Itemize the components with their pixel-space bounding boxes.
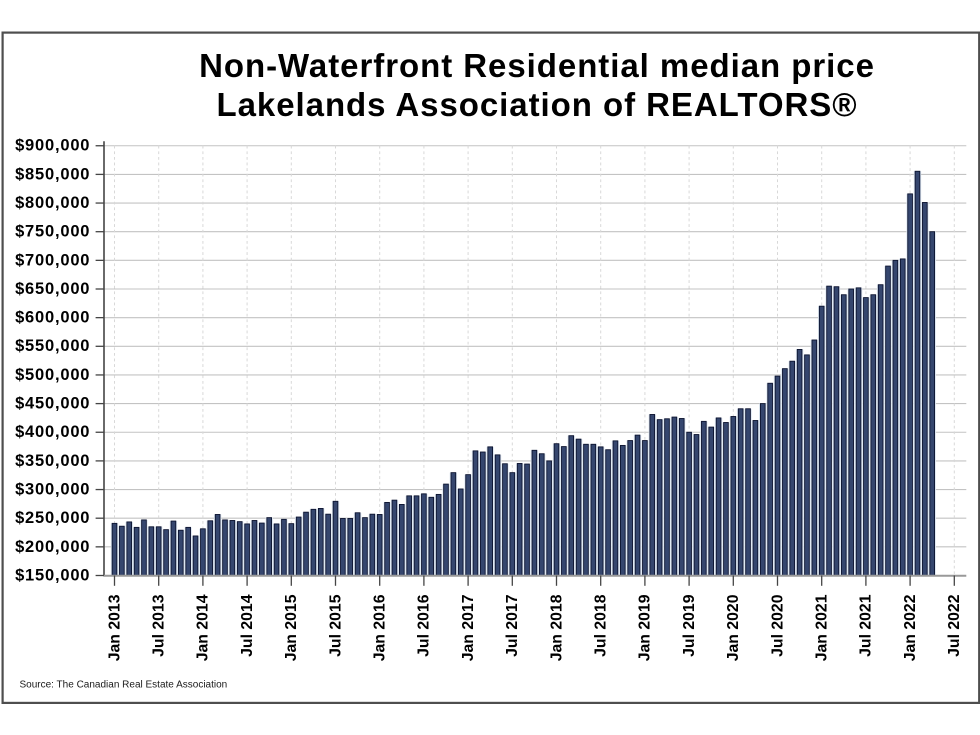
svg-text:$900,000: $900,000	[15, 137, 90, 155]
svg-text:$750,000: $750,000	[15, 223, 90, 241]
svg-text:$400,000: $400,000	[15, 423, 90, 441]
svg-text:Jan 2022: Jan 2022	[902, 594, 919, 661]
svg-text:Non-Waterfront Residential med: Non-Waterfront Residential median price	[199, 47, 875, 84]
svg-text:Jul 2013: Jul 2013	[151, 594, 168, 657]
svg-text:Jul 2021: Jul 2021	[858, 594, 875, 657]
svg-text:$300,000: $300,000	[15, 480, 90, 498]
svg-text:Jul 2022: Jul 2022	[946, 594, 963, 657]
svg-text:Lakelands Association of REALT: Lakelands Association of REALTORS®	[217, 86, 858, 123]
svg-text:Jul 2020: Jul 2020	[769, 594, 786, 657]
svg-text:Jan 2021: Jan 2021	[814, 594, 831, 661]
svg-text:$450,000: $450,000	[15, 395, 90, 413]
svg-text:Jan 2015: Jan 2015	[283, 594, 300, 661]
svg-text:$600,000: $600,000	[15, 309, 90, 327]
svg-text:Jul 2014: Jul 2014	[239, 594, 256, 657]
svg-text:$200,000: $200,000	[15, 538, 90, 556]
svg-text:$650,000: $650,000	[15, 280, 90, 298]
svg-text:$700,000: $700,000	[15, 251, 90, 269]
svg-text:$550,000: $550,000	[15, 337, 90, 355]
svg-text:Jul 2017: Jul 2017	[504, 594, 521, 657]
svg-text:Jul 2016: Jul 2016	[416, 594, 433, 657]
svg-text:$250,000: $250,000	[15, 509, 90, 527]
svg-text:$500,000: $500,000	[15, 366, 90, 384]
svg-text:Source: The Canadian Real Esta: Source: The Canadian Real Estate Associa…	[20, 680, 228, 691]
svg-text:$800,000: $800,000	[15, 194, 90, 212]
svg-text:Jan 2019: Jan 2019	[637, 594, 654, 661]
svg-text:$150,000: $150,000	[15, 566, 90, 584]
svg-text:Jan 2020: Jan 2020	[725, 594, 742, 661]
svg-text:Jul 2019: Jul 2019	[681, 594, 698, 657]
svg-text:Jan 2014: Jan 2014	[195, 594, 212, 661]
svg-text:Jul 2018: Jul 2018	[593, 594, 610, 657]
svg-text:Jul 2015: Jul 2015	[327, 594, 344, 657]
svg-text:$350,000: $350,000	[15, 452, 90, 470]
svg-text:Jan 2016: Jan 2016	[372, 594, 389, 661]
svg-text:$850,000: $850,000	[15, 165, 90, 183]
svg-text:Jan 2018: Jan 2018	[548, 594, 565, 661]
svg-text:Jan 2017: Jan 2017	[460, 594, 477, 661]
svg-text:Jan 2013: Jan 2013	[106, 594, 123, 661]
